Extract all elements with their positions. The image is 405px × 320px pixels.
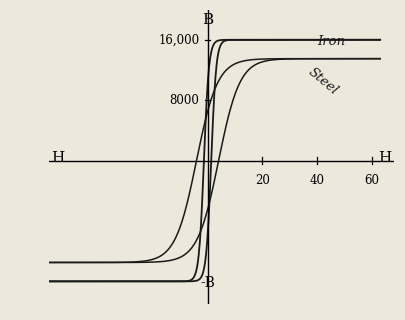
Text: H: H (51, 151, 64, 165)
Text: Steel: Steel (305, 65, 340, 97)
Text: Iron: Iron (316, 35, 344, 48)
Text: 16,000: 16,000 (158, 33, 199, 46)
Text: -B: -B (200, 276, 215, 290)
Text: H: H (377, 151, 390, 165)
Text: 40: 40 (309, 174, 324, 187)
Text: B: B (202, 13, 213, 28)
Text: 8000: 8000 (169, 94, 199, 107)
Text: 60: 60 (364, 174, 379, 187)
Text: 20: 20 (254, 174, 269, 187)
